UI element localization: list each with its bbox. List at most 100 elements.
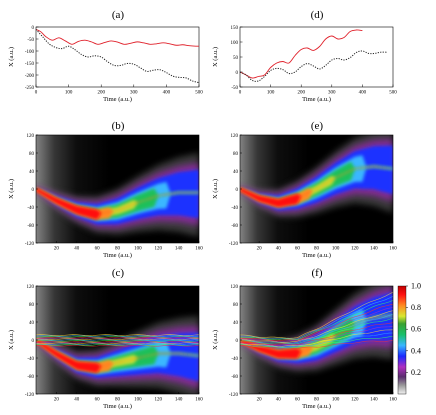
x-tick-label: 20 <box>257 247 263 252</box>
y-tick-label: -50 <box>231 86 238 91</box>
interference-fringe <box>240 314 393 344</box>
y-tick-label: -80 <box>231 375 238 380</box>
y-tick-label: -150 <box>25 62 35 67</box>
x-tick-label: 140 <box>370 398 378 403</box>
y-tick-label: 40 <box>29 170 35 175</box>
series-line-solid <box>35 28 200 47</box>
interference-fringe <box>240 291 393 339</box>
y-tick-label: 0 <box>32 188 35 193</box>
y-axis-label: X (a.u.) <box>212 47 219 67</box>
x-axis-label: Time (a.u.) <box>103 403 132 410</box>
heatmap-band <box>36 187 199 220</box>
interference-fringe <box>240 322 393 346</box>
heatmap-area <box>240 286 393 394</box>
y-axis-label: X (a.u.) <box>8 179 15 199</box>
colorbar-tick-label: 1.0 <box>411 282 421 291</box>
x-tick-label: 500 <box>195 91 203 96</box>
x-tick-label: 80 <box>314 398 320 403</box>
x-tick-label: 300 <box>328 91 336 96</box>
panel-label: (a) <box>112 9 125 21</box>
panel-f: (f) 20 40 60 80 100 120 140 160 120 80 40 0 -40 -80 -12… <box>212 267 397 410</box>
y-tick-label: -40 <box>231 357 238 362</box>
heatmap-area <box>36 286 199 394</box>
x-tick-label: 140 <box>175 398 183 403</box>
series-line-solid <box>239 29 363 79</box>
x-tick-label: 400 <box>163 91 171 96</box>
y-tick-label: -40 <box>27 206 34 211</box>
y-tick-label: -250 <box>25 86 35 91</box>
interference-fringe <box>36 338 199 341</box>
x-tick-label: 0 <box>35 91 38 96</box>
heatmap-band <box>240 161 393 207</box>
x-tick-label: 100 <box>65 91 73 96</box>
x-tick-label: 120 <box>351 247 359 252</box>
x-axis-label: Time (a.u.) <box>302 96 331 103</box>
heatmap-area <box>36 135 199 243</box>
y-axis-label: X (a.u.) <box>212 330 219 350</box>
y-tick-label: -120 <box>229 242 239 247</box>
y-tick-label: 120 <box>27 285 35 290</box>
x-tick-label: 20 <box>54 247 60 252</box>
y-tick-label: -200 <box>25 74 35 79</box>
plot-frame <box>239 26 394 88</box>
interference-fringe <box>240 310 393 343</box>
colorbar-tick-label: 0.8 <box>411 303 421 312</box>
interference-fringe <box>36 335 199 338</box>
x-tick-label: 40 <box>74 247 80 252</box>
panel-b: (b) 20 40 60 80 100 120 140 160 120 80 40 0 -40 -80 -12… <box>8 120 203 259</box>
x-tick-label: 120 <box>155 247 163 252</box>
x-tick-label: 100 <box>332 247 340 252</box>
panel-label: (b) <box>112 120 125 132</box>
interference-fringe <box>36 334 199 337</box>
interference-fringe <box>240 300 393 341</box>
y-tick-label: -80 <box>27 224 34 229</box>
y-tick-label: 80 <box>29 303 35 308</box>
y-tick-label: 50 <box>233 56 239 61</box>
panel-c: (c) 20 40 60 80 100 120 140 160 120 80 40 0 -40 -80 -12… <box>8 267 203 410</box>
y-tick-label: 80 <box>233 303 239 308</box>
y-tick-label: -80 <box>27 375 34 380</box>
x-axis-label: Time (a.u.) <box>302 403 331 410</box>
y-tick-label: 40 <box>29 321 35 326</box>
x-tick-label: 80 <box>115 398 121 403</box>
x-tick-label: 160 <box>389 247 397 252</box>
y-tick-label: -100 <box>25 50 35 55</box>
x-tick-label: 160 <box>389 398 397 403</box>
y-tick-label: -40 <box>27 357 34 362</box>
x-tick-label: 500 <box>389 91 397 96</box>
y-tick-label: 150 <box>231 26 239 31</box>
x-axis-label: Time (a.u.) <box>103 96 132 103</box>
interference-fringe <box>36 342 199 345</box>
y-tick-label: 0 <box>236 339 239 344</box>
y-tick-label: 120 <box>231 285 239 290</box>
y-axis-label: X (a.u.) <box>212 179 219 199</box>
interference-fringe <box>36 337 199 340</box>
heatmap-band <box>36 338 199 373</box>
interference-fringe <box>240 340 393 350</box>
y-tick-label: -40 <box>231 206 238 211</box>
panel-label: (e) <box>311 120 324 132</box>
x-tick-label: 120 <box>351 398 359 403</box>
plot-frame <box>35 26 200 88</box>
x-tick-label: 100 <box>332 398 340 403</box>
y-tick-label: 120 <box>27 134 35 139</box>
colorbar-tick-label: 0.6 <box>411 325 421 334</box>
panel-label: (d) <box>311 9 324 21</box>
interference-fringe <box>240 307 393 342</box>
series-line-dotted <box>35 29 200 84</box>
y-tick-label: 0 <box>32 339 35 344</box>
interference-fringe <box>240 336 393 349</box>
y-tick-label: 80 <box>233 152 239 157</box>
interference-fringe <box>240 329 393 347</box>
x-tick-label: 60 <box>95 398 101 403</box>
x-tick-label: 400 <box>359 91 367 96</box>
interference-fringe <box>240 332 393 348</box>
y-tick-label: 0 <box>236 188 239 193</box>
heatmap-band <box>240 315 393 356</box>
y-tick-label: 100 <box>231 41 239 46</box>
x-tick-label: 20 <box>257 398 263 403</box>
heatmap-band <box>36 339 199 371</box>
x-tick-label: 200 <box>97 91 105 96</box>
interference-fringe <box>240 303 393 342</box>
